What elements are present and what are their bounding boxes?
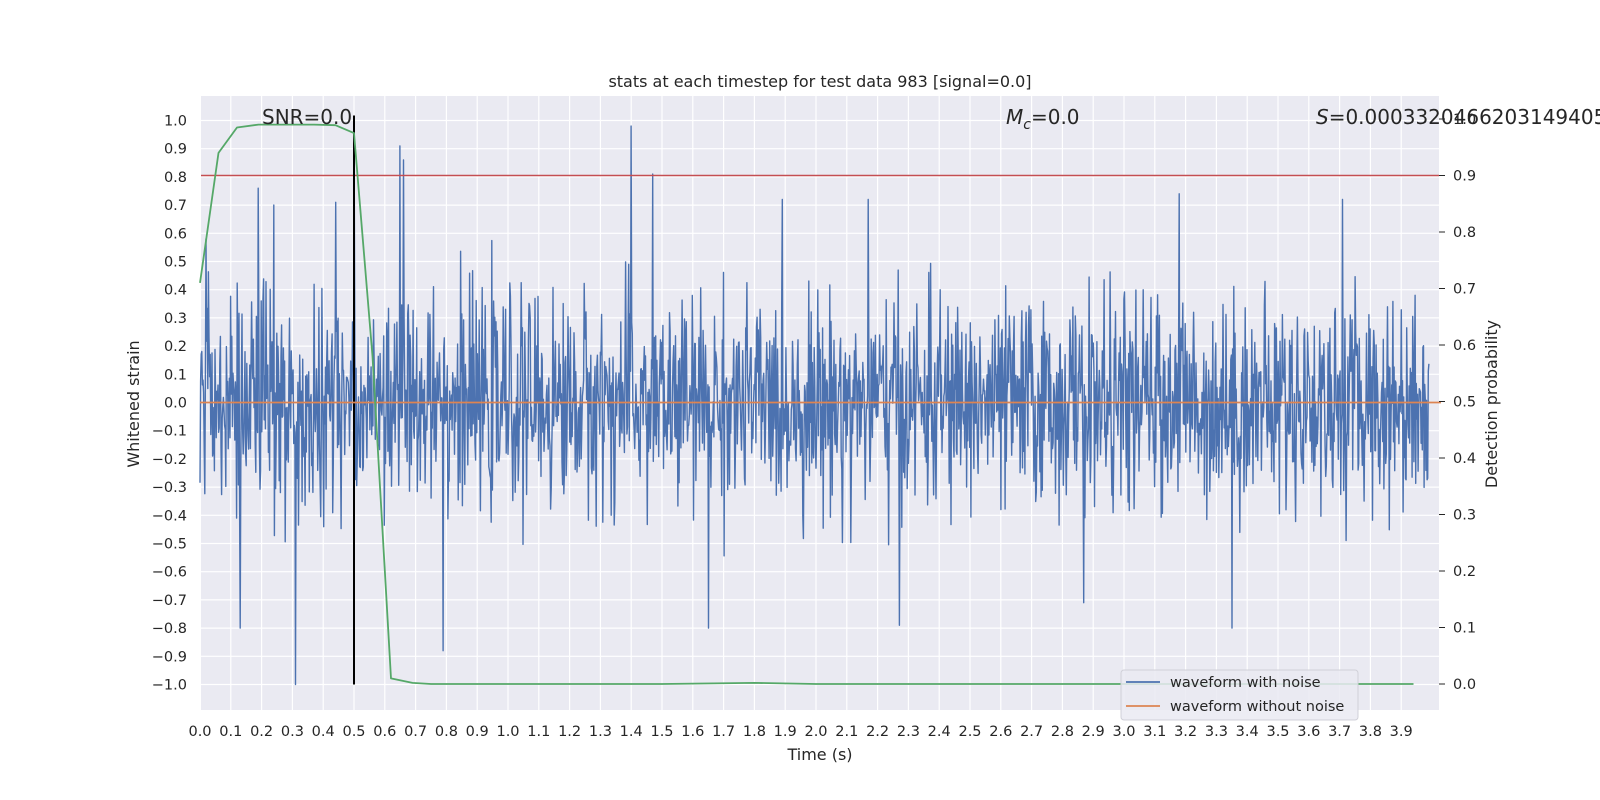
y-right-tick-label: 0.1 xyxy=(1453,621,1476,637)
y-tick-label: −1.0 xyxy=(152,678,187,694)
y-tick-label: −0.2 xyxy=(152,452,187,468)
y-tick-label: 1.0 xyxy=(164,114,187,130)
legend-label-waveform-with-noise: waveform with noise xyxy=(1170,675,1321,691)
x-tick-label: 0.7 xyxy=(404,724,427,740)
x-tick-label: 1.3 xyxy=(589,724,612,740)
y-axis-label: Whitened strain xyxy=(124,340,143,467)
s-annotation: S=0.0003320466203149405 xyxy=(1316,105,1600,129)
x-tick-label: 2.9 xyxy=(1082,724,1105,740)
x-axis-label: Time (s) xyxy=(786,745,852,764)
y-tick-label: −0.4 xyxy=(152,508,187,524)
x-tick-label: 2.5 xyxy=(958,724,981,740)
waveform-with-noise-series xyxy=(199,125,1430,686)
x-tick-label: 3.2 xyxy=(1174,724,1197,740)
s-symbol: S xyxy=(1316,105,1329,129)
x-tick-label: 3.7 xyxy=(1328,724,1351,740)
y-right-axis-label: Detection probability xyxy=(1482,320,1501,488)
x-tick-label: 2.7 xyxy=(1020,724,1043,740)
y-tick-label: 0.7 xyxy=(164,198,187,214)
x-tick-label: 0.5 xyxy=(342,724,365,740)
legend-box xyxy=(1120,669,1359,721)
y-tick-label: 0.5 xyxy=(164,255,187,271)
snr-annotation: SNR=0.0 xyxy=(262,105,352,129)
y-right-tick-label: 0.0 xyxy=(1453,677,1476,693)
x-tick-label: 3.3 xyxy=(1205,724,1228,740)
x-tick-label: 3.6 xyxy=(1297,724,1320,740)
x-tick-label: 1.8 xyxy=(743,724,766,740)
y-tick-label: −0.5 xyxy=(152,537,187,553)
y-tick-labels: 1.0 0.9 0.8 0.7 0.6 0.5 0.4 0.3 0.2 0.1 0.0 −0.1 −0.… xyxy=(152,114,187,694)
x-tick-label: 1.0 xyxy=(496,724,519,740)
chart-title: stats at each timestep for test data 983… xyxy=(608,72,1031,91)
y-tick-label: 0.2 xyxy=(164,339,187,355)
x-tick-labels: 0.0 0.1 0.2 0.3 0.4 0.5 0.6 0.7 0.8 0.9 1.0 1.1 1.2 1… xyxy=(188,724,1412,740)
x-tick-label: 1.6 xyxy=(681,724,704,740)
y-right-tick-label: 0.5 xyxy=(1453,395,1476,411)
chirp-mass-annotation: Mc=0.0 xyxy=(1006,105,1080,133)
x-tick-label: 3.4 xyxy=(1236,724,1259,740)
detection-probability-series xyxy=(199,123,1414,685)
x-tick-label: 0.0 xyxy=(188,724,211,740)
s-value: =0.0003320466203149405 xyxy=(1329,105,1600,129)
waveform-with-noise-line xyxy=(199,125,1430,686)
x-tick-label: 0.6 xyxy=(373,724,396,740)
x-tick-label: 0.3 xyxy=(281,724,304,740)
y-right-tick-label: 0.4 xyxy=(1453,451,1476,467)
x-tick-label: 0.1 xyxy=(219,724,242,740)
y-tick-label: 0.0 xyxy=(164,396,187,412)
x-tick-label: 0.9 xyxy=(466,724,489,740)
chirp-mass-subscript: c xyxy=(1023,117,1031,133)
chirp-mass-value: =0.0 xyxy=(1031,105,1080,129)
x-tick-label: 3.1 xyxy=(1143,724,1166,740)
x-tick-label: 3.8 xyxy=(1359,724,1382,740)
x-tick-label: 2.1 xyxy=(835,724,858,740)
x-tick-label: 2.3 xyxy=(897,724,920,740)
y-tick-label: −0.7 xyxy=(152,593,187,609)
x-tick-label: 3.0 xyxy=(1112,724,1135,740)
x-tick-label: 3.9 xyxy=(1390,724,1413,740)
x-tick-label: 1.1 xyxy=(527,724,550,740)
x-tick-label: 1.4 xyxy=(620,724,643,740)
chirp-mass-symbol: M xyxy=(1006,105,1023,129)
legend: waveform with noise waveform without noi… xyxy=(1120,669,1359,721)
y-right-tick-label: 0.7 xyxy=(1453,282,1476,298)
y-tick-label: 0.9 xyxy=(164,142,187,158)
y-right-tick-label: 1.0 xyxy=(1453,112,1476,128)
x-tick-label: 2.0 xyxy=(804,724,827,740)
x-tick-label: 1.9 xyxy=(774,724,797,740)
y-right-tick-label: 0.3 xyxy=(1453,508,1476,524)
y-tick-label: −0.8 xyxy=(152,621,187,637)
legend-label-waveform-without-noise: waveform without noise xyxy=(1170,699,1344,715)
y-right-tick-label: 0.2 xyxy=(1453,564,1476,580)
y-tick-label: 0.1 xyxy=(164,367,187,383)
y-right-tick-label: 0.8 xyxy=(1453,225,1476,241)
y-tick-label: 0.3 xyxy=(164,311,187,327)
x-tick-label: 3.5 xyxy=(1266,724,1289,740)
x-tick-label: 0.4 xyxy=(312,724,335,740)
y-tick-label: 0.8 xyxy=(164,170,187,186)
y-tick-label: −0.6 xyxy=(152,565,187,581)
x-tick-label: 1.7 xyxy=(712,724,735,740)
y-tick-label: −0.1 xyxy=(152,424,187,440)
y-right-tick-label: 0.6 xyxy=(1453,338,1476,354)
x-tick-label: 2.2 xyxy=(866,724,889,740)
x-tick-label: 2.4 xyxy=(928,724,951,740)
y-tick-label: 0.6 xyxy=(164,226,187,242)
reference-lines xyxy=(201,115,1439,685)
y-tick-label: −0.9 xyxy=(152,649,187,665)
x-tick-label: 1.5 xyxy=(650,724,673,740)
y-right-tick-labels: 1.0 0.9 0.8 0.7 0.6 0.5 0.4 0.3 0.2 0.1 0.0 xyxy=(1439,112,1476,693)
horizontal-gridlines xyxy=(201,119,1439,686)
x-tick-label: 2.8 xyxy=(1051,724,1074,740)
x-tick-label: 2.6 xyxy=(989,724,1012,740)
detection-probability-line xyxy=(199,123,1414,685)
x-tick-label: 1.2 xyxy=(558,724,581,740)
x-tick-label: 0.8 xyxy=(435,724,458,740)
y-tick-label: −0.3 xyxy=(152,480,187,496)
y-right-tick-label: 0.9 xyxy=(1453,169,1476,185)
x-tick-label: 0.2 xyxy=(250,724,273,740)
y-tick-label: 0.4 xyxy=(164,283,187,299)
